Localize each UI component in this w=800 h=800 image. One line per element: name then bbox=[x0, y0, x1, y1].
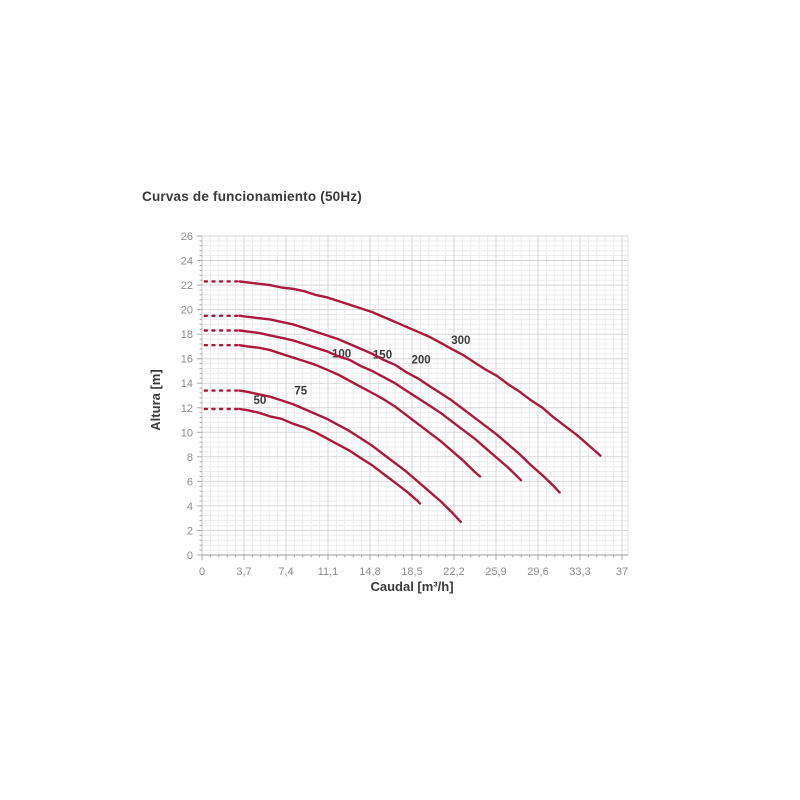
x-tick-label: 22,2 bbox=[443, 566, 464, 578]
y-tick-label: 8 bbox=[187, 452, 193, 464]
curve-300: 300 bbox=[203, 280, 602, 457]
curve-line-100 bbox=[238, 344, 482, 478]
x-tick-label: 29,6 bbox=[527, 566, 548, 578]
y-tick-label: 0 bbox=[187, 550, 193, 562]
curve-100: 100 bbox=[203, 344, 482, 478]
curve-label-75: 75 bbox=[294, 385, 307, 397]
x-tick-labels: 0 3,7 7,4 11,1 14,8 18,5 22,2 25,9 29,6 33,3 37 bbox=[199, 566, 628, 578]
x-tick-label: 3,7 bbox=[236, 566, 251, 578]
x-tick-label: 0 bbox=[199, 566, 205, 578]
curve-line-200 bbox=[238, 314, 561, 494]
y-tick-label: 6 bbox=[187, 476, 193, 488]
curve-line-150 bbox=[238, 329, 523, 482]
y-tick-label: 2 bbox=[187, 526, 193, 538]
y-tick-label: 18 bbox=[181, 329, 193, 341]
curve-label-200: 200 bbox=[412, 355, 431, 367]
grid-minor bbox=[202, 236, 628, 555]
x-tick-label: 11,1 bbox=[318, 566, 339, 578]
y-tick-label: 16 bbox=[181, 354, 193, 366]
curve-50: 50 bbox=[203, 395, 422, 505]
chart-title: Curvas de funcionamiento (50Hz) bbox=[142, 189, 362, 204]
curve-label-100: 100 bbox=[332, 349, 351, 361]
curve-line-300 bbox=[238, 280, 602, 457]
curve-150: 150 bbox=[203, 329, 523, 482]
curve-200: 200 bbox=[203, 314, 561, 494]
curve-label-150: 150 bbox=[373, 350, 392, 362]
tick-marks bbox=[197, 235, 623, 560]
y-tick-label: 4 bbox=[187, 501, 193, 513]
y-tick-label: 14 bbox=[181, 378, 193, 390]
y-tick-label: 26 bbox=[181, 231, 193, 243]
axes bbox=[201, 236, 628, 556]
x-tick-label: 37 bbox=[616, 566, 628, 578]
curve-label-50: 50 bbox=[254, 395, 267, 407]
x-tick-label: 18,5 bbox=[401, 566, 422, 578]
y-axis-title: Altura [m] bbox=[148, 369, 163, 430]
curve-line-50 bbox=[238, 407, 422, 505]
y-tick-label: 22 bbox=[181, 280, 193, 292]
x-tick-label: 33,3 bbox=[569, 566, 590, 578]
y-tick-label: 20 bbox=[181, 305, 193, 317]
y-tick-label: 12 bbox=[181, 403, 193, 415]
y-tick-label: 24 bbox=[181, 256, 193, 268]
curve-75: 75 bbox=[203, 385, 462, 524]
x-tick-label: 7,4 bbox=[278, 566, 293, 578]
y-tick-label: 10 bbox=[181, 427, 193, 439]
x-tick-label: 14,8 bbox=[359, 566, 380, 578]
x-axis-title: Caudal [m³/h] bbox=[370, 579, 453, 594]
curve-label-300: 300 bbox=[451, 335, 470, 347]
x-tick-label: 25,9 bbox=[485, 566, 506, 578]
curve-line-75 bbox=[238, 389, 462, 524]
